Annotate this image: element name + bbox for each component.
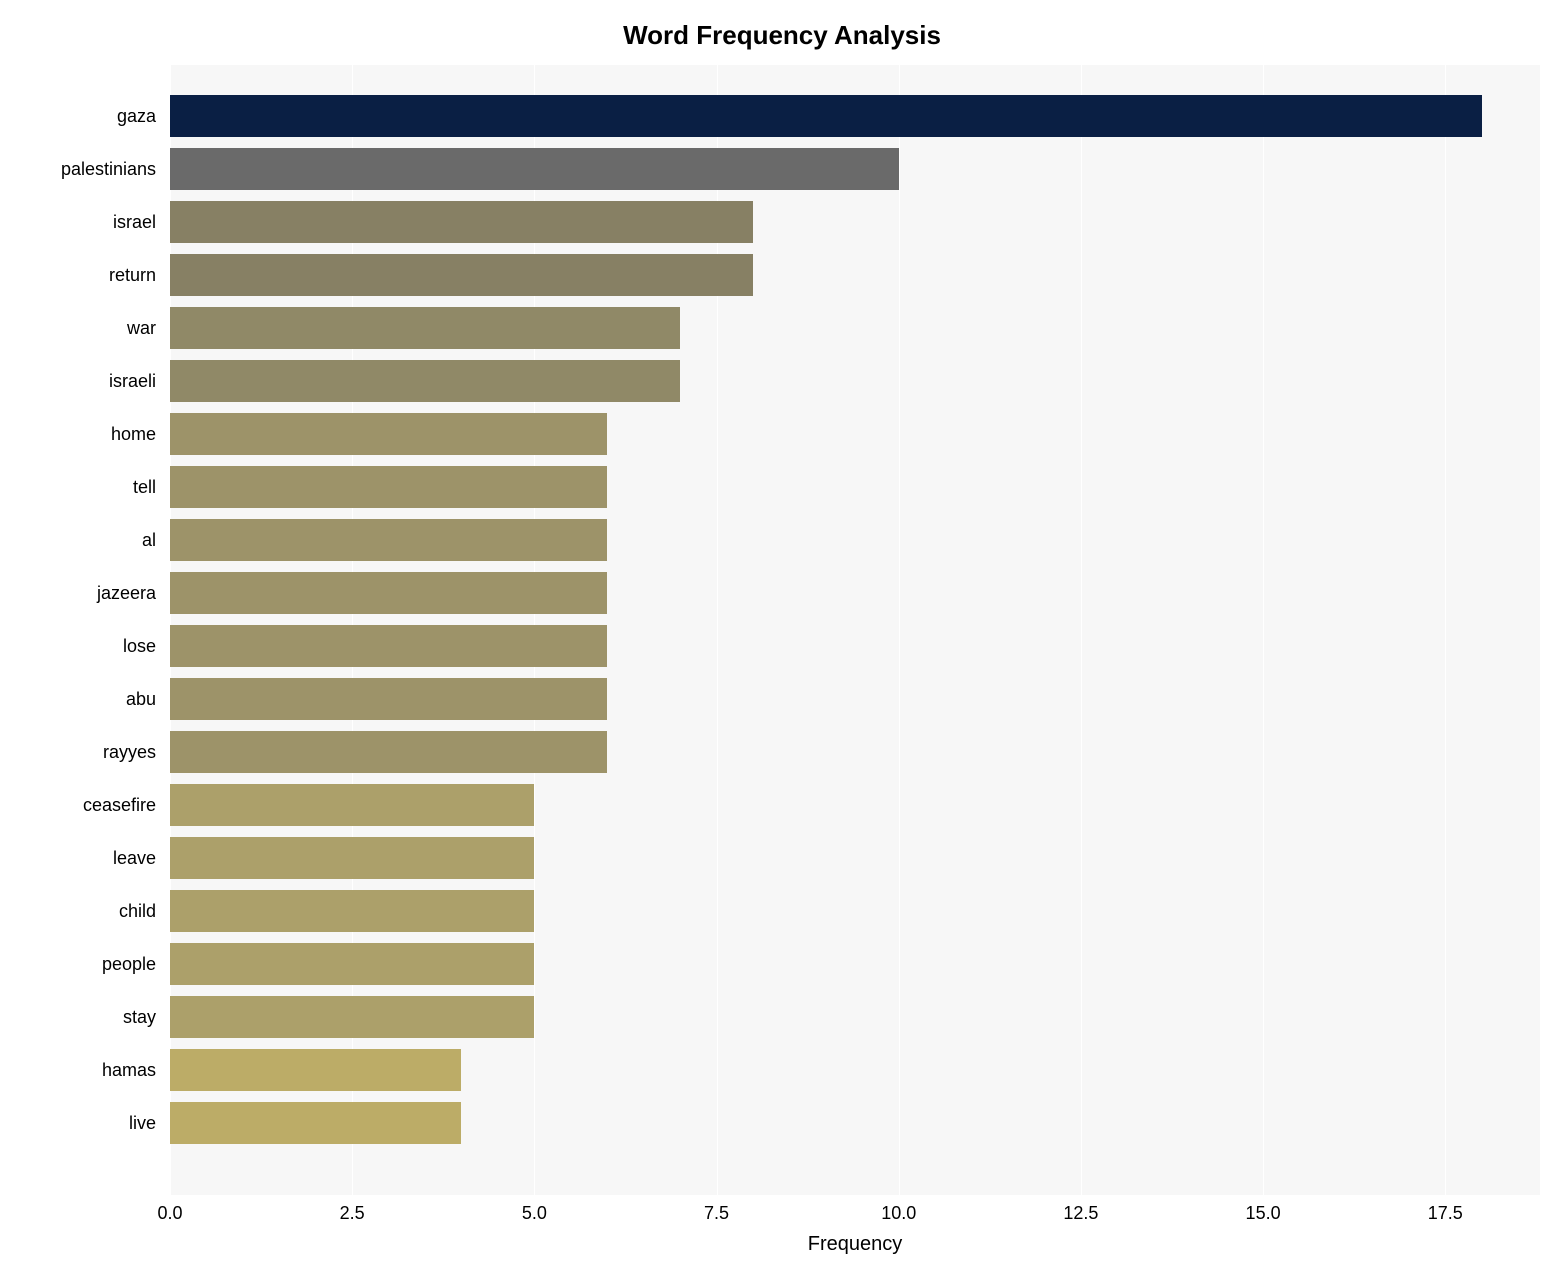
x-tick-label: 10.0 xyxy=(881,1203,916,1224)
y-axis-label: hamas xyxy=(20,1061,166,1079)
bar xyxy=(170,254,753,296)
bar xyxy=(170,1049,461,1091)
y-axis-label: abu xyxy=(20,690,166,708)
bar xyxy=(170,148,899,190)
y-axis-label: live xyxy=(20,1114,166,1132)
y-axis-label: lose xyxy=(20,637,166,655)
bar xyxy=(170,95,1482,137)
bar xyxy=(170,572,607,614)
y-axis-label: gaza xyxy=(20,107,166,125)
y-axis-label: leave xyxy=(20,849,166,867)
grid-line xyxy=(1263,65,1264,1195)
y-axis-label: palestinians xyxy=(20,160,166,178)
chart-container: Word Frequency Analysis gaza palestinians… xyxy=(20,20,1544,1262)
bar xyxy=(170,731,607,773)
bar xyxy=(170,360,680,402)
grid-line xyxy=(1445,65,1446,1195)
bar xyxy=(170,519,607,561)
bar xyxy=(170,784,534,826)
y-axis-label: people xyxy=(20,955,166,973)
bar xyxy=(170,890,534,932)
y-axis-label: israel xyxy=(20,213,166,231)
y-axis-label: tell xyxy=(20,478,166,496)
bar xyxy=(170,201,753,243)
chart-title: Word Frequency Analysis xyxy=(20,20,1544,51)
y-axis-label: israeli xyxy=(20,372,166,390)
y-axis-label: ceasefire xyxy=(20,796,166,814)
bar xyxy=(170,625,607,667)
x-tick-label: 0.0 xyxy=(157,1203,182,1224)
y-axis-label: stay xyxy=(20,1008,166,1026)
x-tick-label: 17.5 xyxy=(1428,1203,1463,1224)
x-tick-label: 12.5 xyxy=(1063,1203,1098,1224)
x-tick-label: 7.5 xyxy=(704,1203,729,1224)
y-axis-label: war xyxy=(20,319,166,337)
x-tick-label: 2.5 xyxy=(340,1203,365,1224)
plot-area xyxy=(170,65,1540,1195)
bar xyxy=(170,466,607,508)
grid-line xyxy=(1081,65,1082,1195)
x-tick-label: 5.0 xyxy=(522,1203,547,1224)
grid-line xyxy=(899,65,900,1195)
y-axis-label: jazeera xyxy=(20,584,166,602)
y-axis-label: return xyxy=(20,266,166,284)
y-axis-label: rayyes xyxy=(20,743,166,761)
bar xyxy=(170,413,607,455)
bar xyxy=(170,678,607,720)
bar xyxy=(170,996,534,1038)
bar xyxy=(170,307,680,349)
x-axis-label: Frequency xyxy=(808,1233,903,1256)
y-axis-label: home xyxy=(20,425,166,443)
y-axis-label: al xyxy=(20,531,166,549)
bar xyxy=(170,943,534,985)
x-tick-label: 15.0 xyxy=(1246,1203,1281,1224)
bar xyxy=(170,1102,461,1144)
bar xyxy=(170,837,534,879)
y-axis-label: child xyxy=(20,902,166,920)
